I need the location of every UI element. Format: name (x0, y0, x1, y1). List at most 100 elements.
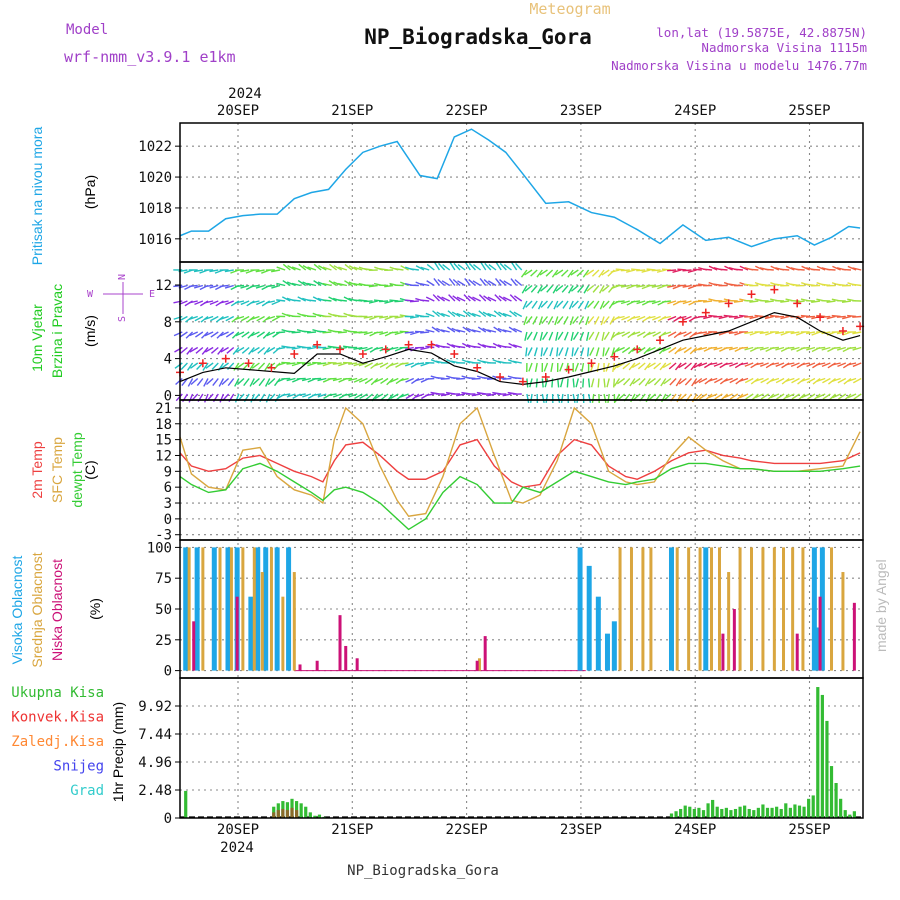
wind-vector (478, 310, 487, 318)
wind-vector (507, 359, 517, 364)
cloud-bar (649, 547, 653, 671)
wind-vector (585, 269, 595, 276)
wind-vector (641, 269, 651, 273)
wind-vector (338, 266, 348, 271)
wind-vector (739, 346, 749, 350)
wind-vector (471, 345, 481, 349)
temp-series-label: SFC Temp (49, 437, 65, 503)
precip-bar (852, 811, 856, 818)
wind-vector (631, 315, 641, 320)
cloud-bar (698, 547, 702, 671)
wind-vector (318, 265, 327, 271)
wind-vector (682, 300, 692, 305)
wind-vector (431, 342, 440, 349)
wind-vector (301, 377, 312, 382)
wind-vector (432, 294, 440, 302)
wind-vector (438, 262, 446, 271)
precip-bar (276, 810, 280, 818)
cloud-unit: (%) (87, 598, 103, 620)
wind-vector (322, 331, 332, 334)
wind-vector (462, 342, 471, 349)
wind-vector (591, 269, 600, 277)
precip-bar (683, 805, 687, 818)
wind-vector (524, 269, 533, 276)
wind-vector (536, 269, 543, 278)
wind-vector (672, 269, 682, 273)
wind-vector (621, 346, 631, 354)
wind-vector (415, 377, 425, 382)
wind-vector (224, 284, 234, 289)
footer-title: NP_Biogradska_Gora (347, 863, 499, 879)
cloud-bar (255, 547, 261, 671)
wind-vector (389, 346, 399, 351)
wind-vector (188, 315, 198, 320)
wind-vector (225, 331, 235, 338)
wind-vector (729, 377, 739, 384)
wind-vector (226, 346, 235, 354)
wind-vector (205, 362, 214, 369)
cloud-bar (687, 547, 691, 671)
wind-vector (539, 331, 544, 341)
wind-vector (621, 331, 631, 337)
wind-vector (266, 346, 276, 353)
cloud-bar (595, 596, 601, 671)
wind-vector (847, 362, 857, 366)
wind-vector (606, 378, 610, 388)
wind-vector (673, 331, 682, 339)
wind-vector (378, 300, 389, 303)
wind-vector (317, 362, 327, 365)
wind-vector (769, 362, 780, 366)
wind-vector (560, 393, 564, 404)
wind-vector (554, 316, 559, 326)
y-tick-label: 100 (147, 540, 172, 556)
station-title: NP_Biogradska_Gora (364, 25, 592, 49)
wind-vector (669, 378, 677, 386)
wind-vector (620, 300, 630, 305)
wind-vector (487, 393, 497, 397)
wind-vector (667, 315, 677, 321)
wind-vector (644, 378, 651, 387)
wind-vector (540, 300, 548, 308)
wind-vector (555, 331, 559, 341)
cloud-bar (818, 596, 822, 671)
wind-vector (589, 347, 595, 356)
wind-vector (441, 296, 451, 302)
wind-vector (677, 315, 687, 320)
wind-vector (225, 300, 234, 306)
y-tick-label: 6 (164, 480, 172, 496)
wind-vector (797, 377, 806, 385)
wind-gust-marker (473, 363, 482, 372)
wind-gust-marker (404, 340, 413, 349)
wind-vector (456, 329, 466, 333)
wind-vector (234, 378, 240, 387)
wind-gust-marker (221, 354, 230, 363)
temp-unit: (C) (82, 460, 98, 479)
wind-vector (667, 300, 677, 305)
wind-vector (317, 377, 327, 382)
wind-vector (631, 331, 641, 336)
wind-vector (456, 312, 466, 318)
wind-vector (852, 315, 862, 318)
wind-vector (466, 327, 476, 333)
wind-vector (379, 362, 389, 368)
wind-vector (653, 378, 662, 386)
wind-vector (828, 377, 836, 385)
wind-vector (509, 310, 518, 318)
wind-vector (821, 346, 831, 351)
wind-vector (440, 377, 450, 380)
wind-vector (728, 346, 738, 351)
wind-vector (586, 347, 590, 357)
wind-vector (733, 268, 743, 271)
wind-vector (498, 295, 507, 302)
wind-vector (837, 393, 847, 400)
wind-vector (587, 316, 595, 325)
wind-vector (508, 342, 517, 349)
wind-vector (586, 331, 590, 341)
wind-vector (697, 331, 708, 335)
wind-vector (337, 331, 347, 334)
top-day-label: 25SEP (788, 103, 830, 119)
wind-vector (832, 393, 841, 399)
wind-vector (597, 378, 600, 388)
precip-series-label: Ukupna Kisa (11, 685, 104, 701)
wind-vector (409, 315, 420, 319)
